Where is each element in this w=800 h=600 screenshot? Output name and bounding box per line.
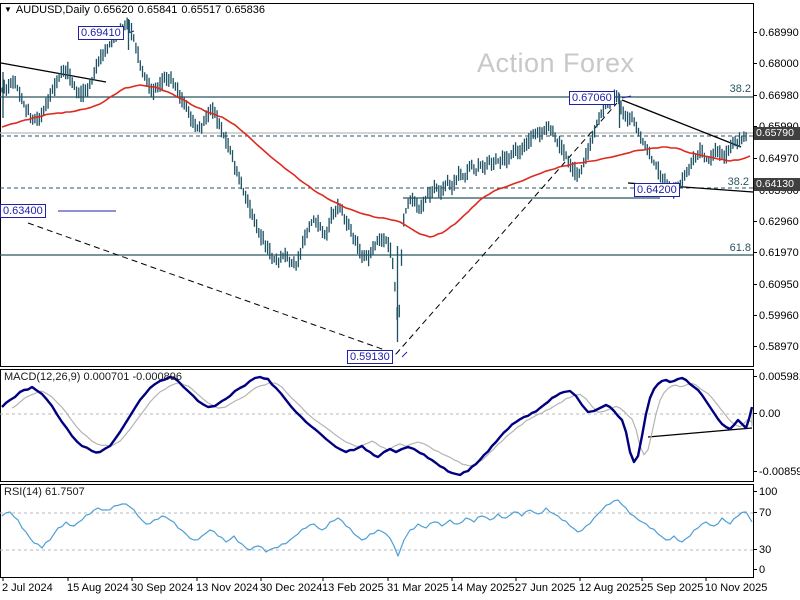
price-axis-label: 0.66980 xyxy=(753,90,799,102)
price-axis-label: 0.60950 xyxy=(753,279,799,291)
time-axis-label: 15 Aug 2024 xyxy=(67,582,129,594)
rsi-axis-label: 100 xyxy=(752,486,778,498)
time-axis-label: 12 Aug 2025 xyxy=(579,582,641,594)
rsi-indicator-label: RSI(14) 61.7507 xyxy=(4,486,85,498)
price-axis-label: 0.61970 xyxy=(753,247,799,259)
rsi-axis-label: 0 xyxy=(752,564,766,576)
price-axis-label: 0.58970 xyxy=(753,341,799,353)
macd-main-line xyxy=(1,375,754,477)
ohlc-low: 0.65517 xyxy=(181,4,222,16)
current-price-highlight: 0.65790 xyxy=(754,127,800,140)
macd-indicator-label: MACD(12,26,9) 0.000701 -0.000896 xyxy=(4,371,182,383)
rsi-value: 61.7507 xyxy=(44,486,85,498)
time-axis-label: 13 Nov 2024 xyxy=(196,582,259,594)
price-annotation[interactable]: 0.64200 xyxy=(634,183,680,197)
rsi-panel-border xyxy=(0,484,754,578)
ohlc-close: 0.65836 xyxy=(225,4,265,16)
price-axis-label: 0.68990 xyxy=(753,27,799,39)
price-axis-label: 0.59960 xyxy=(753,310,799,322)
macd-axis-label: -0.00859 xyxy=(752,466,800,478)
price-annotation[interactable]: 0.69410 xyxy=(78,26,124,40)
rsi-line xyxy=(1,499,753,557)
time-axis-label: 13 Feb 2025 xyxy=(322,582,384,594)
macd-name: MACD(12,26,9) xyxy=(4,371,81,383)
time-axis-label: 10 Nov 2025 xyxy=(705,582,768,594)
time-axis-label: 30 Dec 2024 xyxy=(260,582,323,594)
rsi-axis-label: 70 xyxy=(752,507,772,519)
symbol-timeframe-label: AUDUSD,Daily xyxy=(15,4,90,16)
macd-panel-border xyxy=(0,369,754,482)
dash_black-line xyxy=(27,222,397,355)
fibonacci-level-label: 38.2 xyxy=(729,83,751,95)
current-price-highlight: 0.64130 xyxy=(754,178,800,191)
fibonacci-level-label: 61.8 xyxy=(729,242,751,254)
ohlc-high: 0.65841 xyxy=(137,4,178,16)
macd-value-signal: -0.000896 xyxy=(132,371,182,383)
navy_thin-line xyxy=(621,95,632,99)
time-axis-label: 27 Jun 2025 xyxy=(515,582,576,594)
fibonacci-level-label: 38.2 xyxy=(727,176,749,188)
ohlc-open: 0.65620 xyxy=(93,4,134,16)
price-annotation[interactable]: 0.67060 xyxy=(569,91,615,105)
solid_black-line xyxy=(621,99,742,148)
price-axis-label: 0.64970 xyxy=(753,153,799,165)
moving-average-line xyxy=(1,84,751,238)
time-axis-label: 31 Mar 2025 xyxy=(387,582,449,594)
price-annotation[interactable]: 0.63400 xyxy=(0,204,46,218)
navy_thin-line xyxy=(401,351,408,358)
macd-value-main: 0.000701 xyxy=(83,371,130,383)
price-axis-label: 0.62960 xyxy=(753,216,799,228)
price-annotation[interactable]: 0.59130 xyxy=(347,350,393,364)
time-axis-label: 2 Jul 2024 xyxy=(2,582,53,594)
solid_black-line xyxy=(647,427,753,438)
time-axis-label: 30 Sep 2024 xyxy=(131,582,194,594)
solid_black-line xyxy=(0,62,107,83)
macd-axis-label: 0.00 xyxy=(752,408,781,420)
rsi-name: RSI(14) xyxy=(4,486,42,498)
broker-watermark: Action Forex xyxy=(477,48,635,78)
rsi-axis-label: 30 xyxy=(752,544,772,556)
chart-title: ▼ AUDUSD,Daily 0.65620 0.65841 0.65517 0.6583… xyxy=(4,4,269,16)
price-axis-label: 0.68000 xyxy=(753,58,799,70)
price-panel-border xyxy=(0,3,754,367)
dash_black-line xyxy=(395,102,618,355)
macd-axis-label: 0.005981 xyxy=(753,371,800,383)
time-axis-label: 14 May 2025 xyxy=(451,582,515,594)
macd-signal-line xyxy=(11,382,753,467)
time-axis-label: 25 Sep 2025 xyxy=(641,582,704,594)
symbol-dropdown-icon[interactable]: ▼ xyxy=(4,5,12,14)
